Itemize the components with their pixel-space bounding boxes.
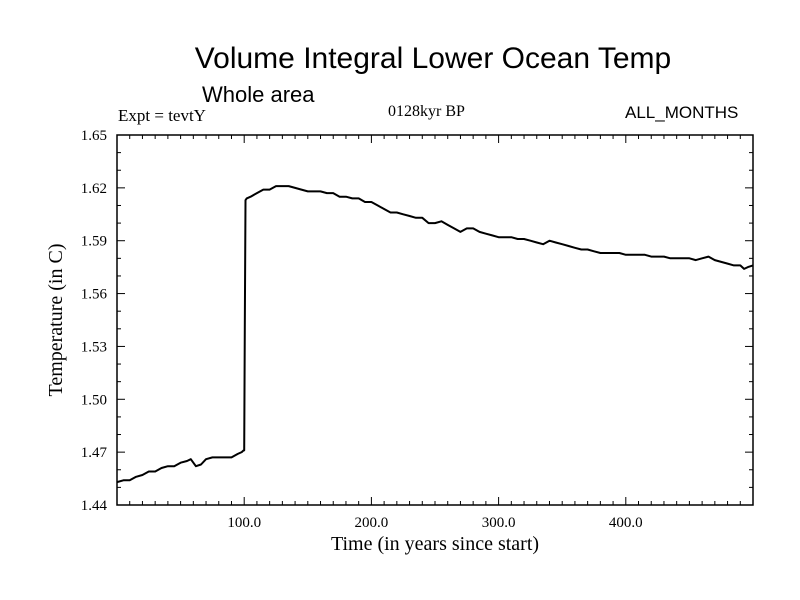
y-axis: 1.44 1.47 1.50 1.53 1.56 1.59 1.62 1.65	[81, 128, 753, 514]
months-label: ALL_MONTHS	[625, 103, 739, 122]
y-tick-label: 1.53	[81, 339, 107, 355]
y-tick-label: 1.44	[81, 498, 108, 514]
series-layer	[116, 185, 754, 484]
y-tick-label: 1.59	[81, 234, 107, 250]
y-tick-label: 1.56	[81, 287, 108, 303]
y-tick-label: 1.65	[81, 128, 107, 144]
y-tick-label: 1.50	[81, 392, 107, 408]
x-axis-label: Time (in years since start)	[331, 533, 539, 555]
chart-subtitle: Whole area	[202, 82, 315, 107]
series-line	[116, 185, 754, 484]
period-label: 0128kyr BP	[388, 103, 465, 120]
y-tick-label: 1.47	[81, 445, 108, 461]
x-axis: 100.0 200.0 300.0 400.0	[129, 135, 741, 531]
x-tick-label: 200.0	[355, 515, 389, 531]
x-tick-label: 100.0	[227, 515, 261, 531]
x-tick-label: 300.0	[482, 515, 516, 531]
x-tick-label: 400.0	[609, 515, 643, 531]
y-tick-label: 1.62	[81, 181, 107, 197]
y-axis-label: Temperature (in C)	[45, 244, 67, 397]
chart-title: Volume Integral Lower Ocean Temp	[194, 42, 672, 75]
plot-frame	[116, 134, 754, 506]
experiment-label: Expt = tevtY	[118, 106, 206, 125]
